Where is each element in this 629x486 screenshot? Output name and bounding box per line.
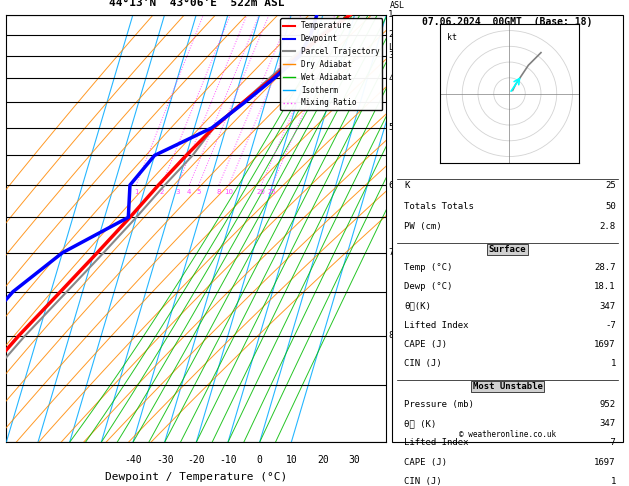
Text: Lifted Index: Lifted Index (404, 321, 469, 330)
Text: CAPE (J): CAPE (J) (404, 340, 447, 349)
Text: Surface: Surface (489, 245, 526, 254)
Text: -20: -20 (187, 455, 205, 465)
Text: 1: 1 (388, 10, 394, 19)
Text: 5: 5 (196, 190, 201, 195)
Text: Most Unstable: Most Unstable (472, 382, 542, 391)
Text: 1697: 1697 (594, 458, 616, 467)
Text: 347: 347 (599, 301, 616, 311)
Text: 4: 4 (187, 190, 191, 195)
Text: 2: 2 (388, 30, 394, 39)
Text: kt: kt (447, 33, 457, 42)
Text: -7: -7 (605, 438, 616, 448)
Text: 07.06.2024  00GMT  (Base: 18): 07.06.2024 00GMT (Base: 18) (422, 17, 593, 27)
Text: Pressure (mb): Pressure (mb) (404, 400, 474, 409)
Text: Temp (°C): Temp (°C) (404, 263, 452, 272)
Legend: Temperature, Dewpoint, Parcel Trajectory, Dry Adiabat, Wet Adiabat, Isotherm, Mi: Temperature, Dewpoint, Parcel Trajectory… (280, 18, 382, 110)
Text: 18.1: 18.1 (594, 282, 616, 291)
Text: 7: 7 (388, 248, 394, 257)
Text: 3: 3 (388, 52, 394, 60)
Text: 44°13'N  43°06'E  522m ASL: 44°13'N 43°06'E 522m ASL (109, 0, 284, 8)
Text: CIN (J): CIN (J) (404, 359, 442, 368)
Text: LCL: LCL (388, 43, 403, 52)
Text: 10: 10 (225, 190, 233, 195)
Text: Lifted Index: Lifted Index (404, 438, 469, 448)
Text: θᴁ (K): θᴁ (K) (404, 419, 436, 428)
Text: hPa: hPa (0, 0, 1, 10)
Text: Totals Totals: Totals Totals (404, 202, 474, 211)
Text: 0: 0 (257, 455, 262, 465)
Text: 347: 347 (599, 419, 616, 428)
Text: 25: 25 (268, 190, 276, 195)
Text: Dewpoint / Temperature (°C): Dewpoint / Temperature (°C) (105, 472, 287, 482)
Text: 1: 1 (610, 359, 616, 368)
Text: 1: 1 (610, 477, 616, 486)
Text: 6: 6 (388, 181, 394, 190)
Text: 8: 8 (216, 190, 221, 195)
Text: 20: 20 (257, 190, 265, 195)
Text: -40: -40 (124, 455, 142, 465)
Text: θᴁ(K): θᴁ(K) (404, 301, 431, 311)
Text: -7: -7 (605, 321, 616, 330)
Text: 28.7: 28.7 (594, 263, 616, 272)
Text: Dewp (°C): Dewp (°C) (404, 282, 452, 291)
Text: 10: 10 (286, 455, 297, 465)
Text: 25: 25 (605, 181, 616, 191)
Text: 2: 2 (160, 190, 164, 195)
Text: km
ASL: km ASL (390, 0, 405, 10)
Text: © weatheronline.co.uk: © weatheronline.co.uk (459, 430, 556, 439)
Text: 3: 3 (175, 190, 180, 195)
Text: 50: 50 (605, 202, 616, 211)
FancyBboxPatch shape (392, 15, 623, 442)
Text: -10: -10 (219, 455, 237, 465)
Text: 952: 952 (599, 400, 616, 409)
Text: 1: 1 (134, 190, 138, 195)
Text: -30: -30 (156, 455, 174, 465)
Text: 5: 5 (388, 123, 394, 132)
Text: 20: 20 (317, 455, 329, 465)
Text: CAPE (J): CAPE (J) (404, 458, 447, 467)
Text: 4: 4 (388, 74, 394, 83)
Text: 30: 30 (348, 455, 360, 465)
Text: K: K (404, 181, 409, 191)
Text: 8: 8 (388, 331, 394, 340)
Text: 1697: 1697 (594, 340, 616, 349)
Text: CIN (J): CIN (J) (404, 477, 442, 486)
Text: PW (cm): PW (cm) (404, 223, 442, 231)
Text: 2.8: 2.8 (599, 223, 616, 231)
Text: Mixing Ratio (g/kg): Mixing Ratio (g/kg) (403, 181, 412, 276)
